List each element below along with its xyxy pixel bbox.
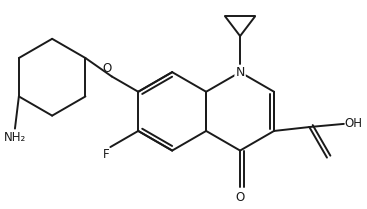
Text: O: O bbox=[102, 62, 111, 75]
Text: O: O bbox=[236, 191, 245, 204]
Text: F: F bbox=[103, 148, 109, 161]
Text: OH: OH bbox=[345, 117, 363, 130]
Text: NH₂: NH₂ bbox=[4, 131, 26, 144]
Text: N: N bbox=[235, 66, 245, 79]
